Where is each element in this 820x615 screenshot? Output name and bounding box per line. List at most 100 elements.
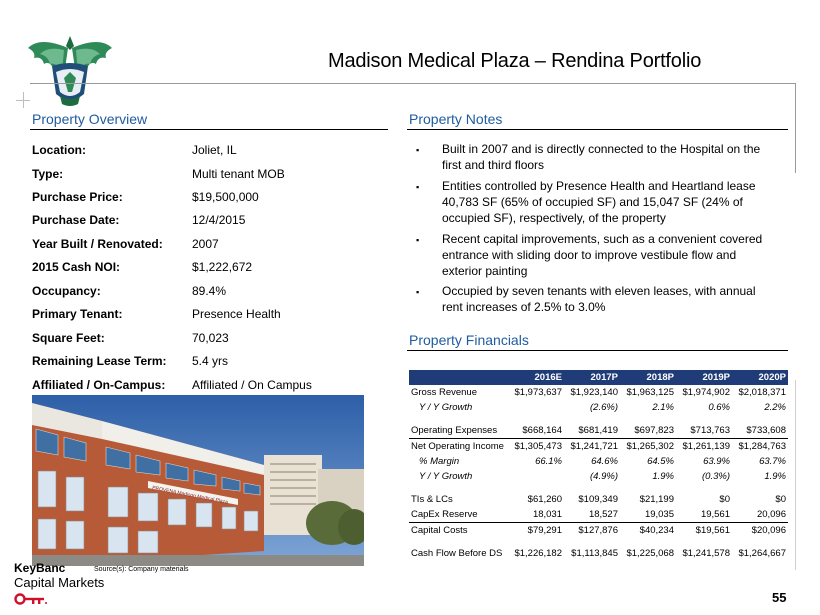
bullet-icon: ▪ [416,182,420,192]
cell: 19,561 [700,509,730,520]
bullet-icon: ▪ [416,235,420,245]
header-cell: 2019P [676,370,732,385]
cell: $1,264,667 [738,548,786,559]
overview-label: Primary Tenant: [32,307,123,321]
cell: $21,199 [639,494,674,505]
cell: $109,349 [578,494,618,505]
header-cell: 2020P [732,370,788,385]
bullet-icon: ▪ [416,287,420,297]
overview-label: Purchase Date: [32,213,120,227]
cell: $20,096 [732,522,788,538]
header-cell [409,370,508,385]
overview-value: Presence Health [192,307,281,321]
cell: $1,226,182 [514,548,562,559]
cell: $1,973,637 [514,387,562,398]
source-note: Source(s): Company materials [94,566,189,573]
row-label: Capital Costs [409,522,508,538]
cell: (2.6%) [590,402,618,413]
cell: $127,876 [564,522,620,538]
cell [508,469,564,484]
cell: 1.9% [764,471,786,482]
key-logo-icon [14,593,47,605]
cell [508,400,564,415]
cell: $1,241,721 [564,438,620,454]
frame-right-rule-lower [795,380,796,570]
row-label: % Margin [419,456,460,467]
notes-heading: Property Notes [409,111,503,127]
overview-label: Occupancy: [32,284,101,298]
table-row: CapEx Reserve 18,031 18,527 19,035 19,56… [409,507,788,523]
financials-table: 2016E 2017P 2018P 2019P 2020P Gross Reve… [409,370,788,561]
overview-label: Affiliated / On-Campus: [32,378,166,392]
spacer-row [409,484,788,492]
header-cell: 2016E [508,370,564,385]
cell: $61,260 [527,494,562,505]
cell: $697,823 [634,425,674,436]
overview-value: 2007 [192,237,219,251]
cell: 64.6% [591,456,618,467]
note-item: Entities controlled by Presence Health a… [442,179,756,225]
overview-value: 89.4% [192,284,227,298]
cell: $1,284,763 [732,438,788,454]
cell: (4.9%) [590,471,618,482]
cell: $1,225,068 [626,548,674,559]
overview-label: 2015 Cash NOI: [32,260,121,274]
overview-value: Joliet, IL [192,143,237,157]
cell: 2.2% [764,402,786,413]
table-row: Net Operating Income $1,305,473 $1,241,7… [409,438,788,454]
row-label: Cash Flow Before DS [411,548,503,559]
cell: $1,974,902 [682,387,730,398]
row-label: Operating Expenses [411,425,498,436]
financials-heading: Property Financials [409,332,529,348]
page-title: Madison Medical Plaza – Rendina Portfoli… [328,50,702,72]
cell: 18,031 [532,509,562,520]
table-row: Capital Costs $79,291 $127,876 $40,234 $… [409,522,788,538]
overview-value: Multi tenant MOB [192,167,285,181]
row-label: Y / Y Growth [419,471,473,482]
note-item: Occupied by seven tenants with eleven le… [442,284,756,314]
overview-value: 70,023 [192,331,229,345]
table-row: TIs & LCs $61,260 $109,349 $21,199 $0 $0 [409,492,788,507]
notes-heading-rule [407,129,788,130]
cell: 63.7% [759,456,786,467]
overview-value: $19,500,000 [192,190,259,204]
table-row: Y / Y Growth (2.6%) 2.1% 0.6% 2.2% [409,400,788,415]
bullet-icon: ▪ [416,145,420,155]
page-number: 55 [772,590,787,605]
frame-cross-mark [16,100,30,101]
cell: $0 [719,494,730,505]
portfolio-logo [28,36,112,106]
table-header-row: 2016E 2017P 2018P 2019P 2020P [409,370,788,385]
cell: $1,305,473 [508,438,564,454]
row-label: Y / Y Growth [419,402,473,413]
row-label: Net Operating Income [409,438,508,454]
cell: $1,261,139 [676,438,732,454]
header-cell: 2017P [564,370,620,385]
cell: $40,234 [620,522,676,538]
cell: 1.9% [652,471,674,482]
building-photo: PROVENA Madison Medical Plaza [32,395,364,566]
overview-value: 5.4 yrs [192,354,229,368]
overview-label: Year Built / Renovated: [32,237,163,251]
spacer-row [409,538,788,546]
cell: $681,419 [578,425,618,436]
cell: $1,923,140 [570,387,618,398]
cell: 2.1% [652,402,674,413]
overview-heading: Property Overview [32,111,148,127]
note-item: Built in 2007 and is directly connected … [442,142,761,172]
brand-subtitle: Capital Markets [14,575,105,590]
header-cell: 2018P [620,370,676,385]
cell: $0 [775,494,786,505]
overview-label: Type: [32,167,64,181]
table-row: Y / Y Growth (4.9%) 1.9% (0.3%) 1.9% [409,469,788,484]
table-row: % Margin 66.1% 64.6% 64.5% 63.9% 63.7% [409,454,788,469]
cell: $1,963,125 [626,387,674,398]
cell: $1,241,578 [682,548,730,559]
row-label: CapEx Reserve [411,509,478,520]
cell: $2,018,371 [738,387,786,398]
cell: 66.1% [535,456,562,467]
note-item: Recent capital improvements, such as a c… [442,232,763,278]
cell: 20,096 [756,509,786,520]
overview-label: Remaining Lease Term: [32,354,167,368]
cell: $668,164 [522,425,562,436]
